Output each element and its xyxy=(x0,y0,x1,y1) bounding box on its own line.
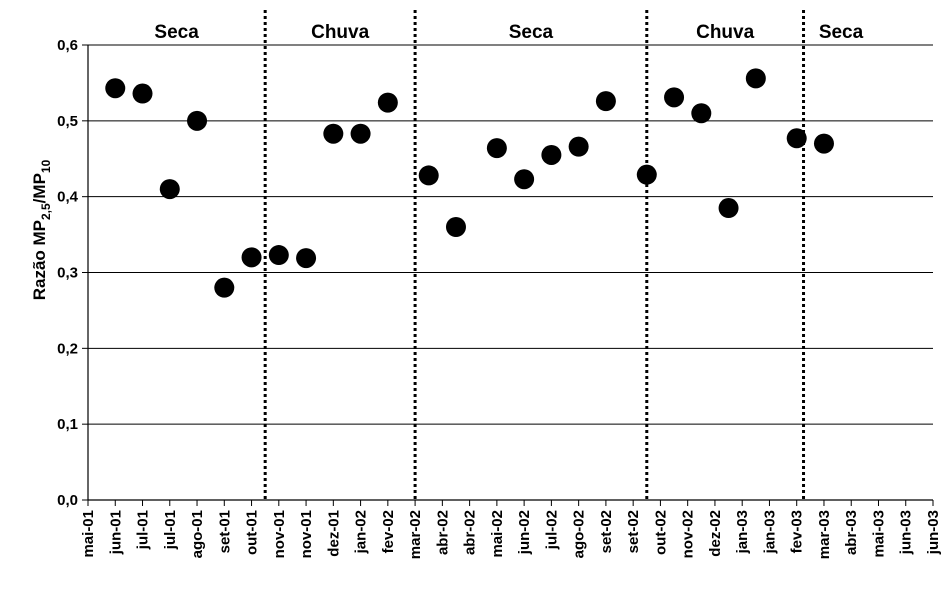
data-points xyxy=(105,68,834,298)
x-tick-label: nov-01 xyxy=(271,510,288,558)
y-tick-label: 0,4 xyxy=(57,189,79,206)
data-point xyxy=(568,136,589,157)
data-point xyxy=(813,133,834,154)
x-tick-label: out-01 xyxy=(244,510,261,555)
data-point xyxy=(514,169,535,190)
y-tick-labels: 0,0 0,1 0,2 0,3 0,4 0,5 0,6 xyxy=(57,37,79,509)
data-point xyxy=(445,217,466,237)
y-tick-label: 0,3 xyxy=(57,265,78,282)
x-tick-label: fev-02 xyxy=(380,510,397,553)
data-point xyxy=(745,68,766,89)
y-tick-label: 0,6 xyxy=(57,37,78,54)
x-tick-label: abr-03 xyxy=(843,510,860,555)
x-tick-label: jun-02 xyxy=(516,510,533,555)
x-tick-label: jan-03 xyxy=(734,510,751,554)
x-tick-label: jul-01 xyxy=(135,510,152,550)
x-tick-label: dez-01 xyxy=(325,510,342,557)
x-tick-label: jan-02 xyxy=(353,510,370,554)
x-tick-label: nov-02 xyxy=(680,510,697,558)
data-point xyxy=(323,123,344,144)
x-tick-label: jan-03 xyxy=(761,510,778,554)
season-labels: Seca Chuva Seca Chuva Seca xyxy=(154,22,863,43)
data-point xyxy=(636,164,657,185)
data-point xyxy=(132,83,153,104)
x-tick-label: mai-02 xyxy=(489,510,506,558)
data-point xyxy=(241,247,262,268)
season-dividers xyxy=(263,10,806,500)
x-tick-label: jun-03 xyxy=(925,510,942,555)
grid xyxy=(82,44,933,501)
x-tick-label: abr-02 xyxy=(462,510,479,555)
data-point xyxy=(718,198,739,219)
data-point xyxy=(214,277,235,298)
y-tick-label: 0,2 xyxy=(57,340,78,357)
x-tick-label: ago-01 xyxy=(189,510,206,558)
x-tick-label: jul-02 xyxy=(543,510,560,550)
data-point xyxy=(296,248,317,269)
season-label: Seca xyxy=(819,22,864,43)
x-tick-label: mai-01 xyxy=(80,510,97,558)
x-tick-label: set-02 xyxy=(598,510,615,553)
x-tick-label: jul-01 xyxy=(162,510,179,550)
x-tick-label: mai-03 xyxy=(870,510,887,558)
x-tick-label: mar-02 xyxy=(407,510,424,559)
x-tick-label: dez-02 xyxy=(707,510,724,557)
axes xyxy=(87,45,934,506)
data-point xyxy=(595,91,616,112)
x-tick-label: out-02 xyxy=(652,510,669,555)
y-tick-label: 0,0 xyxy=(57,492,78,509)
season-label: Chuva xyxy=(311,22,370,43)
y-tick-label: 0,1 xyxy=(57,416,78,433)
x-tick-labels: mai-01 jun-01 jul-01 jul-01 ago-01 set-01 out-… xyxy=(80,510,942,559)
data-point xyxy=(159,179,180,200)
x-tick-label: mar-03 xyxy=(816,510,833,559)
x-tick-label: set-02 xyxy=(625,510,642,553)
data-point xyxy=(377,92,398,113)
data-point xyxy=(268,245,289,266)
x-tick-label: fev-03 xyxy=(789,510,806,553)
data-point xyxy=(486,138,507,159)
x-tick-label: jun-01 xyxy=(107,510,124,555)
data-point xyxy=(786,128,807,149)
data-point xyxy=(350,123,371,144)
data-point xyxy=(541,144,562,165)
data-point xyxy=(187,110,208,131)
data-point xyxy=(664,87,685,108)
x-tick-label: ago-02 xyxy=(571,510,588,558)
data-point xyxy=(691,103,712,124)
x-tick-label: abr-02 xyxy=(434,510,451,555)
y-tick-label: 0,5 xyxy=(57,113,78,130)
season-label: Seca xyxy=(154,22,199,43)
data-point xyxy=(105,78,126,99)
season-label: Chuva xyxy=(696,22,755,43)
x-tick-label: jun-03 xyxy=(898,510,915,555)
x-tick-label: set-01 xyxy=(216,510,233,553)
x-tick-label: nov-01 xyxy=(298,510,315,558)
data-point xyxy=(418,165,439,186)
y-axis-label: Razão MP2,5/MP10 xyxy=(30,159,53,300)
season-label: Seca xyxy=(509,22,554,43)
